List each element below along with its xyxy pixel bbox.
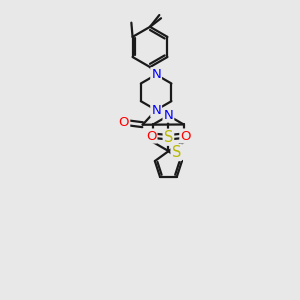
Text: N: N bbox=[151, 68, 161, 81]
Text: N: N bbox=[151, 103, 161, 116]
Text: S: S bbox=[172, 145, 181, 160]
Text: S: S bbox=[164, 130, 173, 145]
Text: N: N bbox=[164, 109, 173, 122]
Text: O: O bbox=[180, 130, 191, 142]
Text: O: O bbox=[119, 116, 129, 129]
Text: O: O bbox=[146, 130, 157, 142]
